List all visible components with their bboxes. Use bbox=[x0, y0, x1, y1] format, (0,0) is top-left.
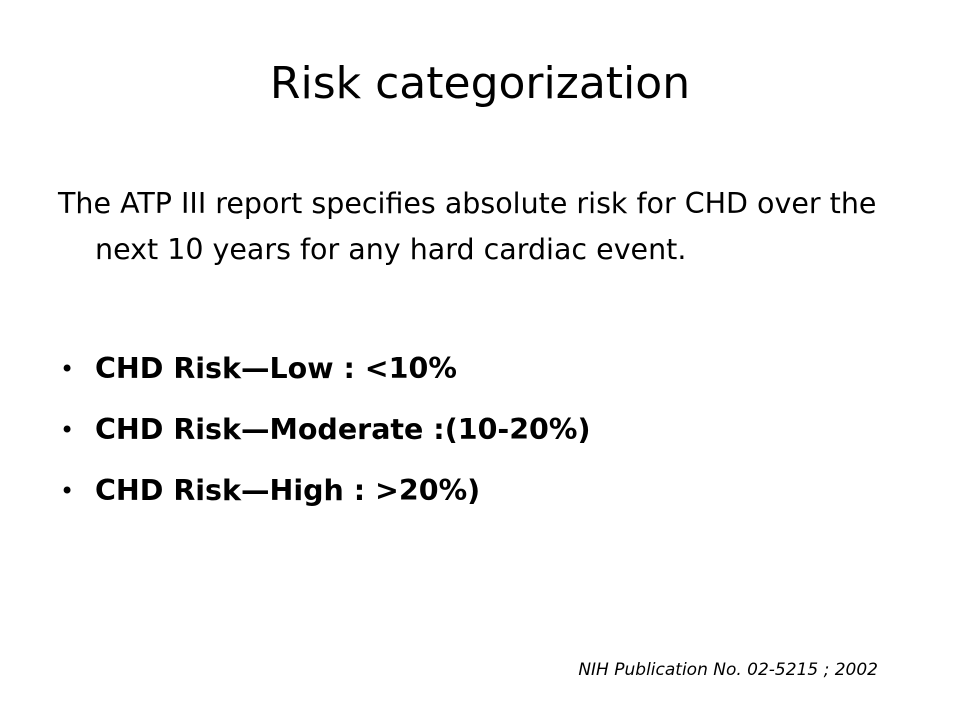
bullet-item-high-risk: • CHD Risk—High : >20%) bbox=[58, 468, 908, 514]
bullet-dot-icon: • bbox=[60, 477, 75, 505]
intro-paragraph: The ATP III report specifies absolute ri… bbox=[58, 187, 877, 266]
bullet-item-moderate-risk: • CHD Risk—Moderate :(10-20%) bbox=[58, 407, 908, 453]
bullet-text-low-risk: CHD Risk—Low : <10% bbox=[95, 352, 457, 385]
risk-bullet-list: • CHD Risk—Low : <10% • CHD Risk—Moderat… bbox=[58, 346, 908, 529]
bullet-text-moderate-risk: CHD Risk—Moderate :(10-20%) bbox=[95, 413, 591, 446]
source-citation: NIH Publication No. 02-5215 ; 2002 bbox=[578, 660, 878, 680]
slide-title: Risk categorization bbox=[269, 58, 691, 109]
bullet-text-high-risk: CHD Risk—High : >20%) bbox=[95, 474, 481, 507]
bullet-dot-icon: • bbox=[60, 355, 75, 383]
bullet-dot-icon: • bbox=[60, 416, 75, 444]
bullet-item-low-risk: • CHD Risk—Low : <10% bbox=[58, 346, 908, 392]
